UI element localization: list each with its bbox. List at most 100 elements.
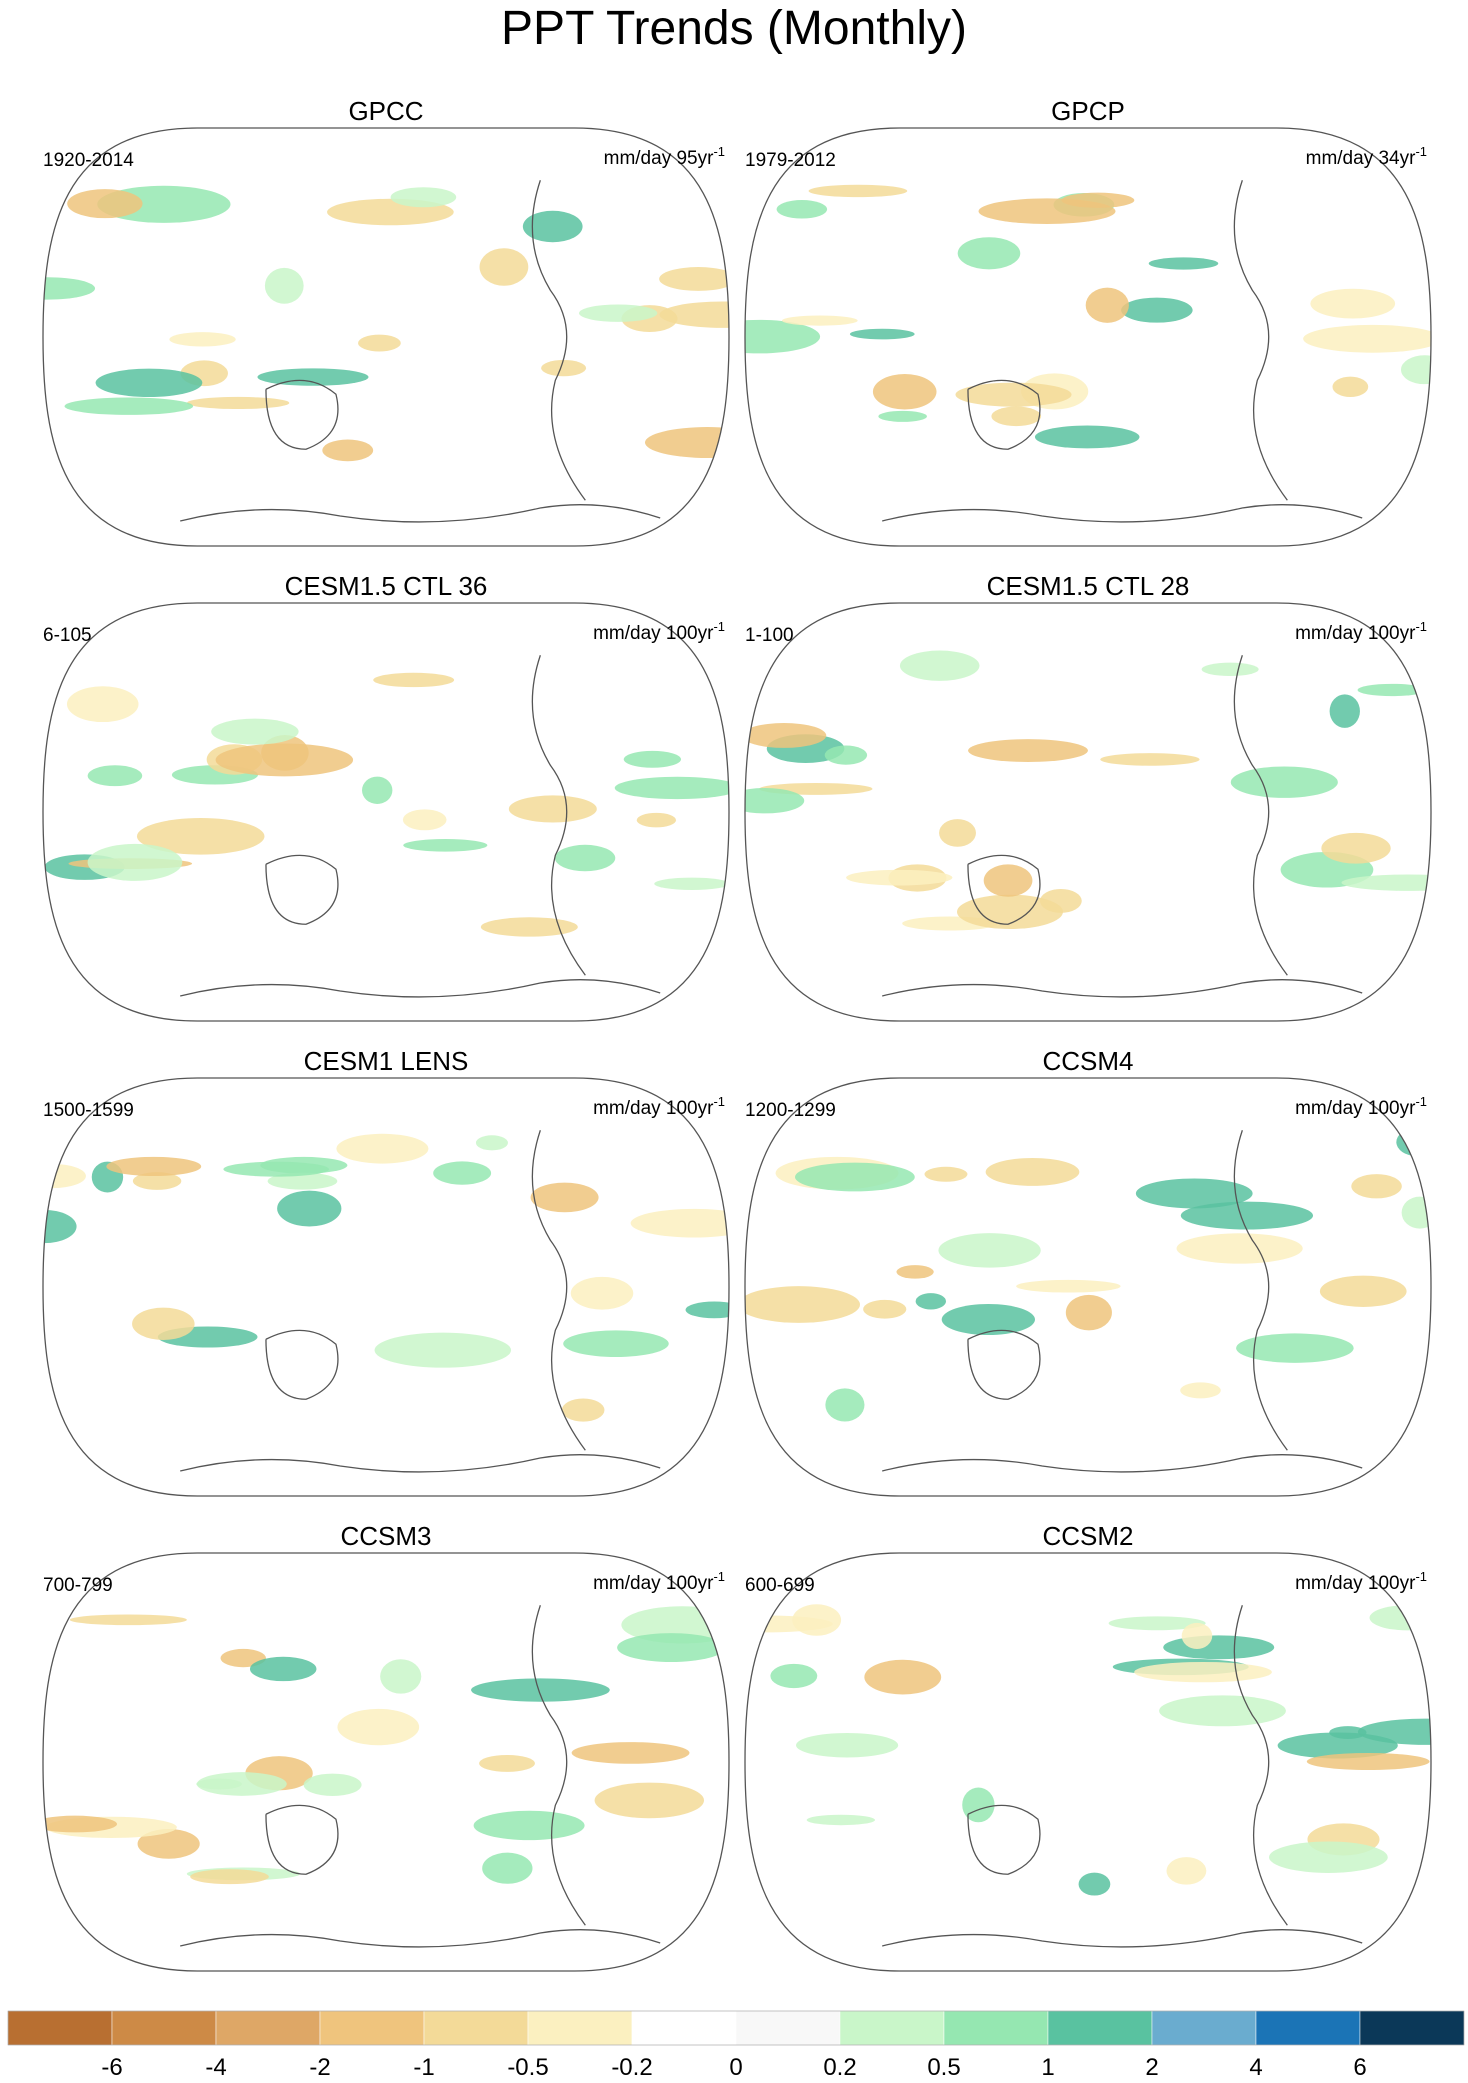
trend-patch (64, 397, 194, 415)
units-text: mm/day 34yr (1306, 148, 1416, 169)
trend-patch (794, 1162, 915, 1192)
coastline (882, 1454, 1363, 1473)
trend-patch (630, 1208, 729, 1238)
trend-patch (277, 1190, 342, 1227)
colorbar-box (1255, 2010, 1361, 2046)
trend-patch (190, 1869, 269, 1885)
trend-patch (796, 1732, 899, 1758)
trend-patch (745, 788, 805, 814)
trend-patch (745, 1286, 861, 1323)
trend-patch (373, 672, 455, 688)
colorbar-box (1047, 2010, 1153, 2046)
panel-units: mm/day 100yr-1 (593, 1094, 725, 1119)
units-exponent: -1 (1415, 619, 1427, 634)
trend-patch (1085, 287, 1129, 323)
trend-patch (69, 1614, 187, 1626)
panel-units: mm/day 100yr-1 (593, 1569, 725, 1594)
trend-patch (433, 1161, 492, 1185)
trend-patch (806, 1814, 875, 1826)
trend-patch (983, 864, 1033, 897)
trend-patch (1166, 1857, 1207, 1885)
colorbar-label: -6 (101, 2054, 122, 2078)
trend-patch (137, 1828, 200, 1859)
trend-patch (962, 1787, 995, 1823)
coastline (531, 655, 586, 976)
map-field (43, 1605, 729, 1948)
colorbar-box (1151, 2010, 1257, 2046)
trend-patch (1341, 874, 1431, 891)
map-panel: CCSM3 700-799 mm/day 100yr-1 (42, 1521, 730, 1972)
coastline (531, 1130, 586, 1451)
trend-patch (1306, 1752, 1430, 1771)
trend-patch (1078, 1872, 1111, 1896)
units-exponent: -1 (713, 1569, 725, 1584)
trend-patch (1332, 376, 1369, 397)
map-panel: CCSM2 600-699 mm/day 100yr-1 (744, 1521, 1432, 1972)
trend-patch (1369, 1605, 1431, 1631)
coastline (882, 979, 1363, 998)
trend-patch (659, 267, 729, 291)
units-text: mm/day 100yr (1295, 1098, 1416, 1119)
trend-patch (249, 1656, 317, 1682)
colorbar-label: 0.5 (927, 2054, 960, 2078)
trend-patch (169, 332, 236, 347)
trend-patch (336, 1133, 429, 1164)
trend-patch (471, 1678, 610, 1702)
colorbar-label: -4 (205, 2054, 226, 2078)
panel-units: mm/day 100yr-1 (593, 619, 725, 644)
panel-title: CESM1.5 CTL 36 (285, 571, 488, 601)
trend-patch (968, 739, 1088, 763)
map-outline (744, 1077, 1432, 1497)
colorbar-label: 0.2 (823, 2054, 856, 2078)
trend-patch (1303, 324, 1431, 353)
map-field (44, 655, 729, 998)
panel-units: mm/day 100yr-1 (1295, 619, 1427, 644)
trend-patch (846, 869, 953, 886)
trend-patch (186, 396, 290, 410)
trend-patch (825, 1388, 865, 1422)
trend-patch (1400, 355, 1431, 385)
panel-title: CCSM3 (340, 1521, 431, 1551)
trend-patch (1230, 766, 1338, 798)
map-panel: CESM1 LENS 1500-1599 mm/day 100yr-1 (42, 1046, 730, 1497)
panel-title: GPCC (348, 96, 423, 126)
colorbar-label: -0.2 (611, 2054, 652, 2078)
map-field (745, 650, 1431, 998)
trend-patch (267, 1172, 338, 1190)
trend-patch (132, 1172, 182, 1190)
colorbar-label: 1 (1041, 2054, 1054, 2078)
map-outline (42, 602, 730, 1022)
trend-patch (132, 1307, 195, 1340)
units-exponent: -1 (713, 1094, 725, 1109)
trend-patch (1201, 662, 1259, 677)
trend-patch (849, 328, 915, 340)
trend-patch (899, 650, 980, 681)
trend-patch (380, 1659, 422, 1694)
trend-patch (67, 189, 143, 219)
colorbar-label: -2 (309, 2054, 330, 2078)
trend-patch (1329, 694, 1360, 728)
colorbar-box (7, 2010, 113, 2046)
colorbar-box (423, 2010, 529, 2046)
trend-patch (403, 838, 488, 852)
panel-title: CESM1 LENS (304, 1046, 469, 1076)
trend-patch (711, 1136, 729, 1153)
trend-patch (915, 1293, 947, 1310)
trend-patch (1100, 753, 1200, 766)
trend-patch (480, 917, 578, 937)
trend-patch (530, 1182, 599, 1213)
trend-patch (1396, 1128, 1431, 1157)
trend-patch (941, 1303, 1036, 1336)
units-text: mm/day 100yr (1295, 1573, 1416, 1594)
coastline (265, 1804, 339, 1875)
trend-patch (745, 319, 821, 354)
trend-patch (1108, 1616, 1206, 1631)
panel-title: CCSM4 (1042, 1046, 1133, 1076)
trend-patch (1159, 1695, 1286, 1727)
trend-patch (87, 765, 143, 787)
coastline (531, 1605, 586, 1926)
trend-patch (614, 776, 729, 800)
colorbar-box (319, 2010, 425, 2046)
coastline (1233, 1605, 1288, 1926)
panel-units: mm/day 95yr-1 (604, 144, 725, 169)
